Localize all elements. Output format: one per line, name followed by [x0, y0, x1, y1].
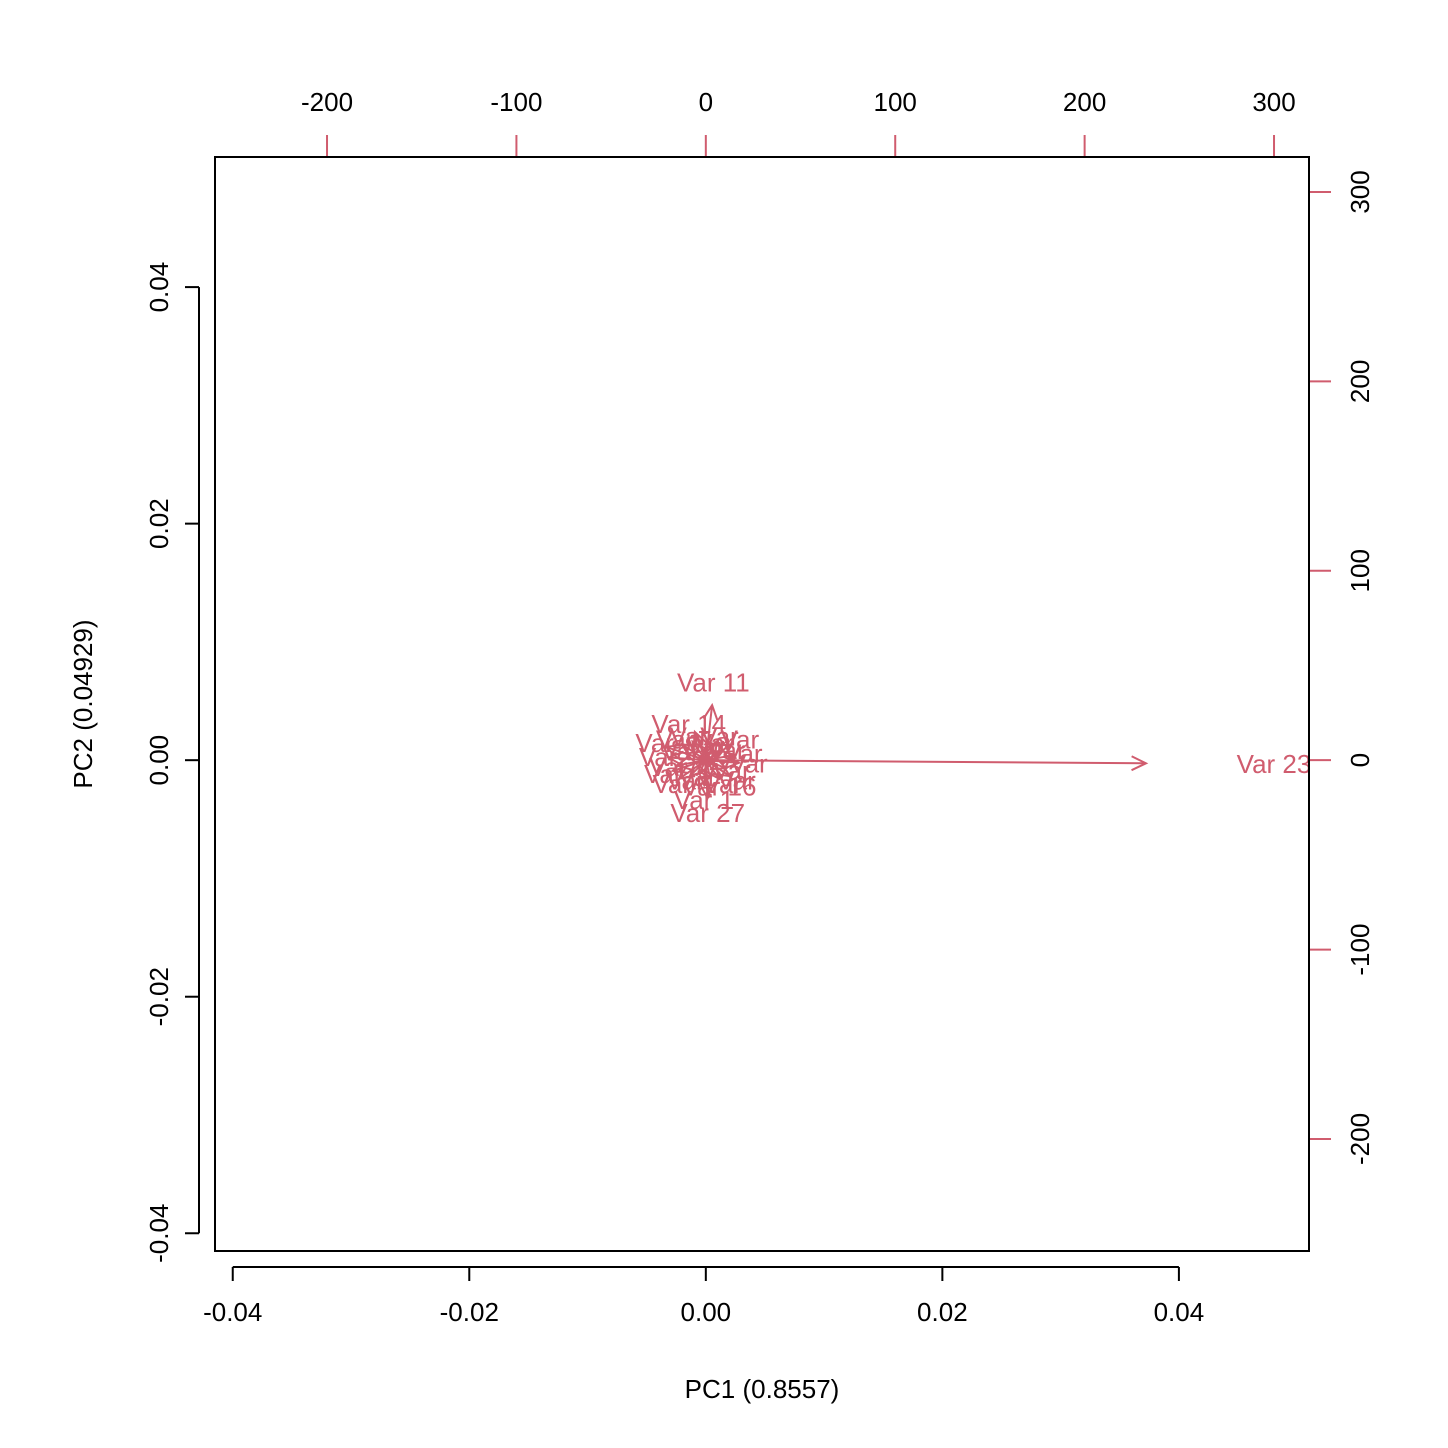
cluster-label: Var — [724, 738, 763, 768]
cluster-label: Var — [729, 749, 768, 779]
arrow-shaft — [689, 759, 707, 777]
arrow-head — [1131, 755, 1149, 772]
right-tick-label: 200 — [1345, 360, 1375, 403]
arrow-shaft — [693, 731, 707, 761]
x-tick-label: 0.02 — [917, 1297, 968, 1327]
top-tick-label: -200 — [301, 87, 353, 117]
x-tick-label: -0.02 — [440, 1297, 499, 1327]
cluster-label: Var — [721, 725, 760, 755]
right-tick-label: 100 — [1345, 549, 1375, 592]
loading-label: Var 27 — [670, 798, 745, 828]
arrow-head — [692, 729, 708, 748]
arrow-head — [663, 743, 683, 759]
top-tick-label: 0 — [699, 87, 713, 117]
loading-label: Var 23 — [1237, 749, 1312, 779]
y-tick-label: -0.02 — [144, 967, 174, 1026]
y-tick-label: -0.04 — [144, 1204, 174, 1263]
right-tick-label: 300 — [1345, 170, 1375, 213]
loading-arrow-var-23 — [705, 755, 1149, 772]
y-tick-label: 0.02 — [144, 498, 174, 549]
top-x-axis: -200 -100 0 100 200 300 — [301, 87, 1296, 157]
y-tick-label: 0.04 — [144, 262, 174, 313]
x-tick-label: 0.00 — [681, 1297, 732, 1327]
arrow-head — [697, 747, 714, 765]
arrow-shaft — [704, 759, 712, 780]
cluster-label: Var — [666, 766, 705, 796]
cluster-label: Var — [639, 742, 678, 772]
cluster-label: Var — [678, 762, 717, 792]
y-axis-title: PC2 (0.04929) — [68, 619, 98, 788]
cluster-label: Var — [707, 735, 746, 765]
bottom-x-axis: -0.04 -0.02 0.00 0.02 0.04 — [203, 1266, 1205, 1327]
arrow-head — [674, 755, 693, 771]
loading-arrow-var-14 — [692, 729, 708, 761]
cluster-label: Var — [704, 769, 743, 799]
loading-label: Var 16 — [682, 772, 757, 802]
arrow-head — [666, 750, 684, 767]
x-tick-label: 0.04 — [1154, 1297, 1205, 1327]
arrow-shaft — [685, 752, 707, 762]
plot-frame — [214, 156, 1310, 1252]
cluster-label: Var — [670, 721, 709, 751]
cluster-label: Var — [661, 737, 700, 767]
x-tick-label: -0.04 — [203, 1297, 262, 1327]
cluster-label: Var — [644, 759, 683, 789]
right-y-axis: -200 -100 0 100 200 300 — [1309, 170, 1375, 1165]
top-tick-label: 300 — [1252, 87, 1295, 117]
loading-arrow-var-11 — [702, 702, 719, 761]
arrow-head — [698, 782, 715, 801]
arrow-head — [699, 763, 715, 782]
arrow-head — [723, 753, 742, 770]
top-tick-label: 200 — [1063, 87, 1106, 117]
x-axis-title: PC1 (0.8557) — [685, 1374, 840, 1404]
top-tick-label: 100 — [874, 87, 917, 117]
loading-label: Var 1 — [674, 785, 734, 815]
left-y-axis: -0.04 -0.02 0.00 0.02 0.04 — [144, 262, 200, 1263]
cluster-label: Var — [635, 728, 674, 758]
arrow-shaft — [704, 705, 714, 761]
loading-arrow-var-16 — [699, 759, 715, 782]
loading-arrow — [683, 750, 707, 766]
cluster-label: Var — [687, 732, 726, 762]
right-tick-label: 0 — [1345, 753, 1375, 767]
right-tick-label: -200 — [1345, 1113, 1375, 1165]
arrow-shaft — [705, 759, 1146, 765]
cluster-label: Var — [652, 769, 691, 799]
y-tick-label: 0.00 — [144, 735, 174, 786]
cluster-label: Var — [656, 725, 695, 755]
arrow-shaft — [705, 751, 723, 762]
cluster-label: Var — [649, 752, 688, 782]
top-tick-label: -100 — [490, 87, 542, 117]
loading-arrows — [663, 702, 1149, 801]
cluster-label: Var — [717, 766, 756, 796]
cluster-label: Var — [712, 755, 751, 785]
arrow-head — [702, 702, 719, 721]
loading-label: Var 14 — [651, 709, 726, 739]
cluster-label: Var — [695, 728, 734, 758]
arrow-head — [683, 750, 702, 766]
loading-label: Var 11 — [677, 668, 750, 698]
cluster-label: Var — [700, 721, 739, 751]
right-tick-label: -100 — [1345, 924, 1375, 976]
